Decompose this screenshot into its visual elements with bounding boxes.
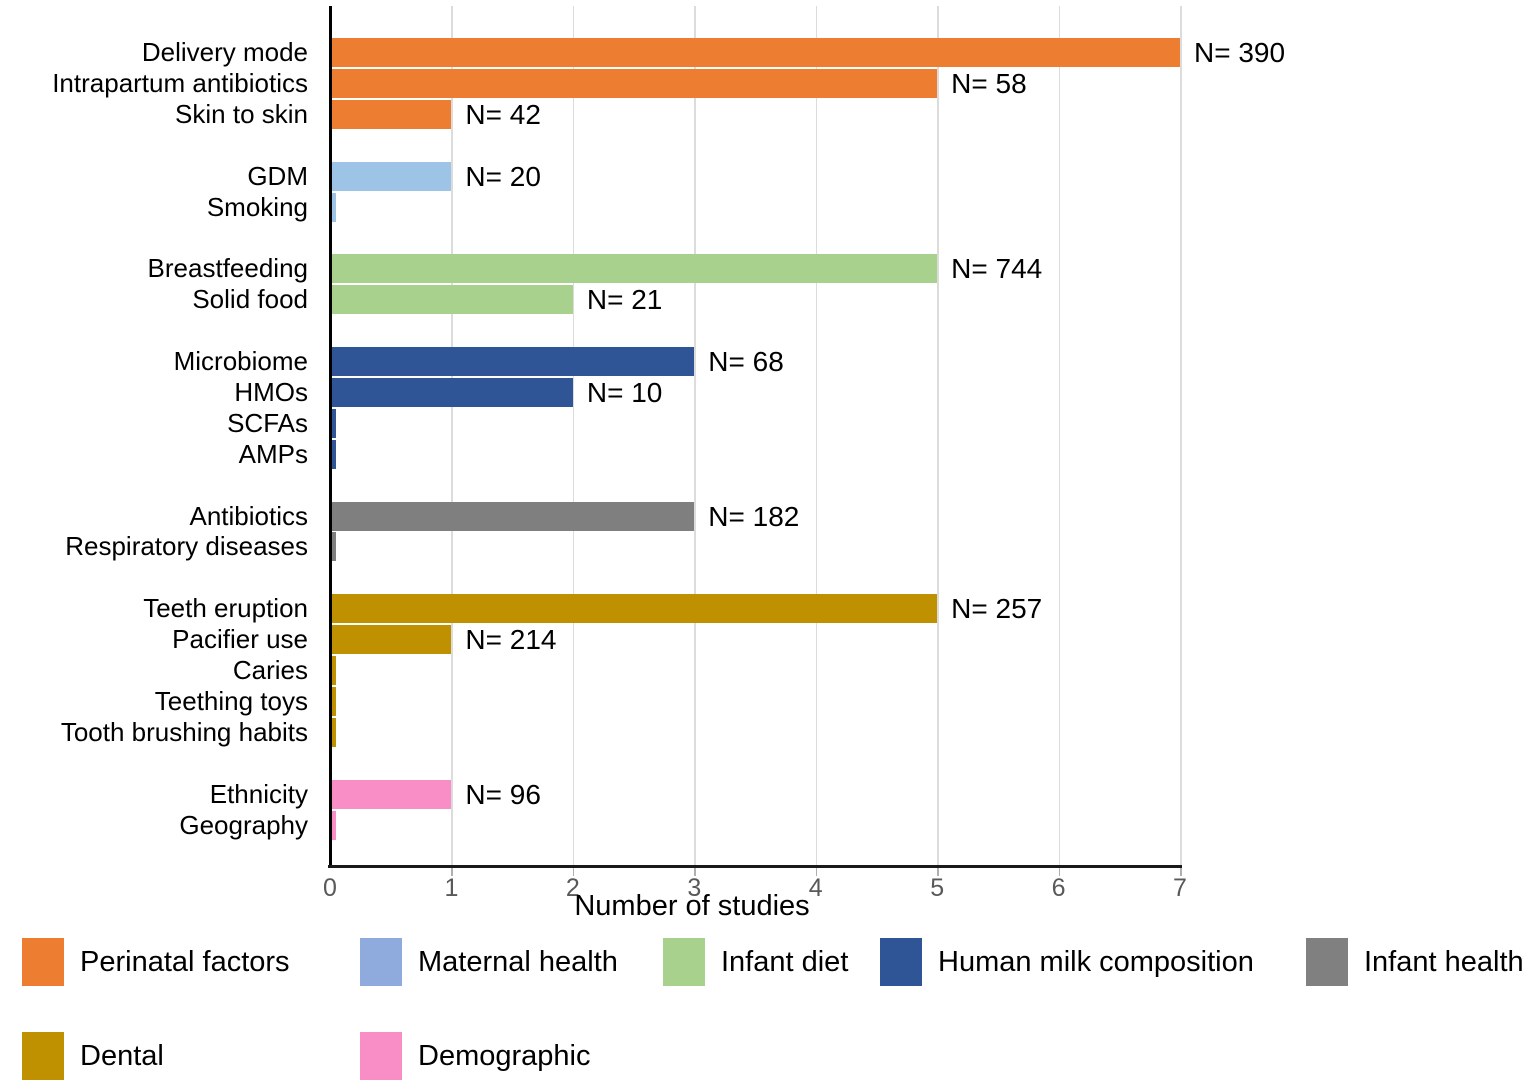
n-value-label-skin-to-skin: N= 42 xyxy=(465,98,541,130)
category-label-teeth-eruption: Teeth eruption xyxy=(143,593,308,624)
legend-label-maternal-health: Maternal health xyxy=(418,946,618,978)
bar-delivery-mode xyxy=(330,38,1180,67)
x-tick-mark-7 xyxy=(1180,868,1182,876)
legend-swatch-perinatal-factors xyxy=(22,938,64,986)
n-value-label-breastfeeding: N= 744 xyxy=(951,253,1043,285)
category-label-breastfeeding: Breastfeeding xyxy=(147,253,308,284)
x-tick-label-7: 7 xyxy=(1173,874,1187,902)
gridline-x5 xyxy=(937,6,939,865)
category-label-geography: Geography xyxy=(179,809,308,840)
bar-caries xyxy=(330,656,337,685)
x-tick-label-0: 0 xyxy=(323,874,337,902)
n-value-label-microbiome: N= 68 xyxy=(708,346,784,377)
gridline-x6 xyxy=(1058,6,1061,865)
n-value-label-ethnicity: N= 96 xyxy=(465,778,541,810)
y-axis-line xyxy=(329,6,332,867)
category-label-ethnicity: Ethnicity xyxy=(209,778,308,809)
n-value-label-delivery-mode: N= 390 xyxy=(1194,37,1286,68)
x-tick-label-6: 6 xyxy=(1051,874,1066,902)
legend-swatch-infant-diet xyxy=(663,938,705,986)
bar-skin-to-skin xyxy=(330,99,452,129)
category-label-amps: AMPs xyxy=(238,438,308,469)
bar-breastfeeding xyxy=(330,254,938,284)
x-tick-label-4: 4 xyxy=(808,874,823,902)
legend-swatch-infant-health xyxy=(1306,938,1348,986)
gridline-x1 xyxy=(451,6,453,865)
bar-scfas xyxy=(330,408,337,438)
x-tick-label-1: 1 xyxy=(444,874,459,902)
n-value-label-pacifier-use: N= 214 xyxy=(465,624,557,656)
bar-pacifier-use xyxy=(330,625,452,655)
bar-teething-toys xyxy=(330,686,337,716)
legend-swatch-human-milk-composition xyxy=(880,938,922,986)
category-label-solid-food: Solid food xyxy=(192,284,308,315)
category-label-scfas: SCFAs xyxy=(227,407,308,438)
x-tick-label-2: 2 xyxy=(565,874,580,902)
x-axis-title: Number of studies xyxy=(574,890,810,922)
category-label-hmos: HMOs xyxy=(234,376,308,407)
n-value-label-antibiotics: N= 182 xyxy=(708,500,800,532)
bar-hmos xyxy=(330,377,573,407)
category-label-delivery-mode: Delivery mode xyxy=(141,37,308,67)
x-tick-mark-1 xyxy=(451,868,453,876)
category-label-caries: Caries xyxy=(232,655,308,685)
legend-label-human-milk-composition: Human milk composition xyxy=(938,946,1254,978)
x-tick-mark-3 xyxy=(694,868,696,876)
category-label-antibiotics: Antibiotics xyxy=(189,500,309,531)
category-label-intrapartum-antibiotics: Intrapartum antibiotics xyxy=(52,67,308,98)
bar-geography xyxy=(330,810,337,840)
bar-smoking xyxy=(330,192,337,222)
gridline-x4 xyxy=(815,6,818,865)
category-label-skin-to-skin: Skin to skin xyxy=(175,98,308,129)
legend-label-dental: Dental xyxy=(80,1040,164,1072)
n-value-label-solid-food: N= 21 xyxy=(586,284,663,316)
x-axis-line xyxy=(328,865,1182,868)
bar-gdm xyxy=(330,161,452,191)
bar-solid-food xyxy=(330,285,573,315)
legend-swatch-dental xyxy=(22,1032,64,1080)
legend-swatch-demographic xyxy=(360,1032,402,1080)
bar-intrapartum-antibiotics xyxy=(330,68,938,98)
n-value-label-hmos: N= 10 xyxy=(586,376,663,408)
category-label-smoking: Smoking xyxy=(206,191,308,222)
bar-ethnicity xyxy=(330,779,452,809)
category-label-teething-toys: Teething toys xyxy=(154,685,308,716)
bar-teeth-eruption xyxy=(330,594,938,624)
n-value-label-gdm: N= 20 xyxy=(465,160,541,192)
category-label-microbiome: Microbiome xyxy=(173,346,308,376)
category-label-pacifier-use: Pacifier use xyxy=(172,624,308,655)
n-value-label-teeth-eruption: N= 257 xyxy=(951,593,1043,625)
gridline-x2 xyxy=(572,6,575,865)
legend-label-demographic: Demographic xyxy=(418,1040,591,1072)
category-label-respiratory-diseases: Respiratory diseases xyxy=(65,531,308,562)
bar-respiratory-diseases xyxy=(330,532,337,562)
legend-label-infant-health: Infant health xyxy=(1364,946,1524,978)
x-tick-mark-6 xyxy=(1058,868,1061,876)
legend-swatch-maternal-health xyxy=(360,938,402,986)
gridline-x3 xyxy=(694,6,696,865)
legend-label-infant-diet: Infant diet xyxy=(721,946,849,978)
legend-label-perinatal-factors: Perinatal factors xyxy=(80,946,290,978)
x-tick-mark-5 xyxy=(937,868,939,876)
n-value-label-intrapartum-antibiotics: N= 58 xyxy=(951,67,1027,99)
x-tick-label-5: 5 xyxy=(930,874,945,902)
bar-tooth-brushing-habits xyxy=(330,717,337,747)
bar-amps xyxy=(330,439,337,469)
category-label-gdm: GDM xyxy=(247,160,308,191)
category-label-tooth-brushing-habits: Tooth brushing habits xyxy=(60,716,308,747)
bar-antibiotics xyxy=(330,501,695,531)
x-tick-mark-4 xyxy=(815,868,818,876)
x-tick-mark-2 xyxy=(572,868,575,876)
gridline-x7 xyxy=(1180,6,1182,865)
x-tick-label-3: 3 xyxy=(687,874,702,902)
bar-microbiome xyxy=(330,347,695,376)
